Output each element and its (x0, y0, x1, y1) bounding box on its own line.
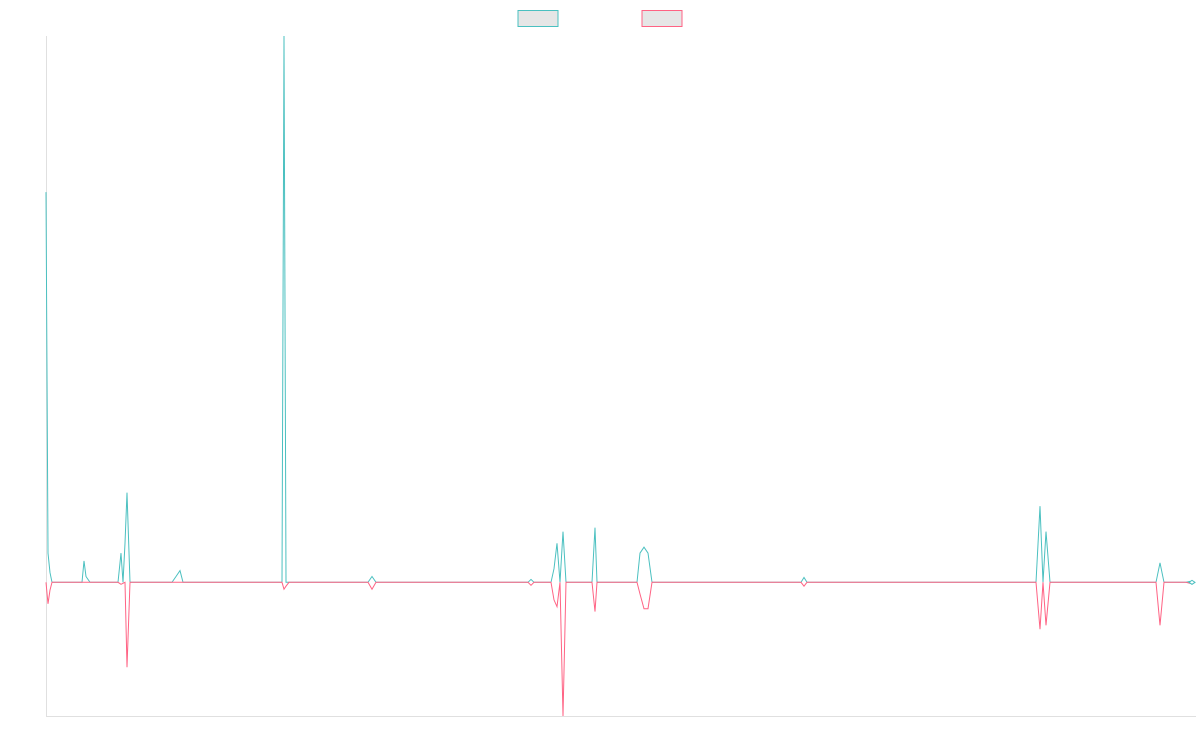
legend-swatch-2[interactable] (641, 10, 683, 27)
series-line-2 (45, 581, 1195, 717)
legend (517, 10, 683, 27)
legend-swatch-1[interactable] (517, 10, 559, 27)
series-end-marker (1188, 579, 1196, 585)
series-layer (45, 35, 1196, 717)
series-line-1 (45, 35, 1195, 583)
